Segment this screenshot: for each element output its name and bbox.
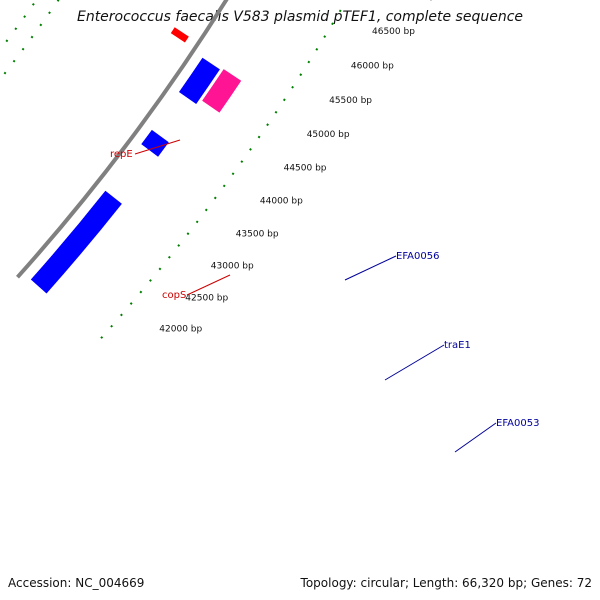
gene-label-line	[384, 344, 445, 381]
tick-label: 44000 bp	[260, 197, 303, 207]
gene-label-line	[186, 274, 231, 296]
pink-gene-arrow	[202, 69, 242, 113]
tick-label: 47000 bp	[393, 0, 436, 2]
gene-arrow-EFA0056	[178, 57, 220, 105]
tick-label: 42000 bp	[159, 325, 202, 335]
gene-label-line	[134, 139, 181, 155]
tick-label: 46500 bp	[372, 27, 415, 37]
tick-label: 45500 bp	[329, 96, 372, 106]
backbone-ring	[16, 0, 229, 279]
accession-text: Accession: NC_004669	[8, 576, 145, 590]
gene-arrow-copS	[170, 27, 189, 43]
gene-label: copS	[162, 290, 186, 301]
gene-label-line	[454, 422, 497, 453]
tick-label: 43000 bp	[211, 262, 254, 272]
gene-label: traE1	[444, 340, 471, 351]
tick-label: 42500 bp	[185, 293, 228, 303]
gene-label: EFA0056	[396, 251, 439, 262]
tick-label: 44500 bp	[284, 164, 327, 174]
tick-label: 46000 bp	[351, 62, 394, 72]
gene-label: EFA0053	[496, 418, 539, 429]
summary-text: Topology: circular; Length: 66,320 bp; G…	[300, 576, 592, 590]
map-title: Enterococcus faecalis V583 plasmid pTEF1…	[76, 9, 524, 25]
gene-label: repE	[110, 149, 133, 160]
inner-tick-ring	[98, 0, 348, 341]
gene-arrow-EFA0053	[30, 190, 122, 294]
gene-arrow-traE1	[141, 129, 169, 157]
gene-label-line	[344, 255, 397, 281]
tick-label: 45000 bp	[307, 130, 350, 140]
tick-label: 43500 bp	[236, 229, 279, 239]
